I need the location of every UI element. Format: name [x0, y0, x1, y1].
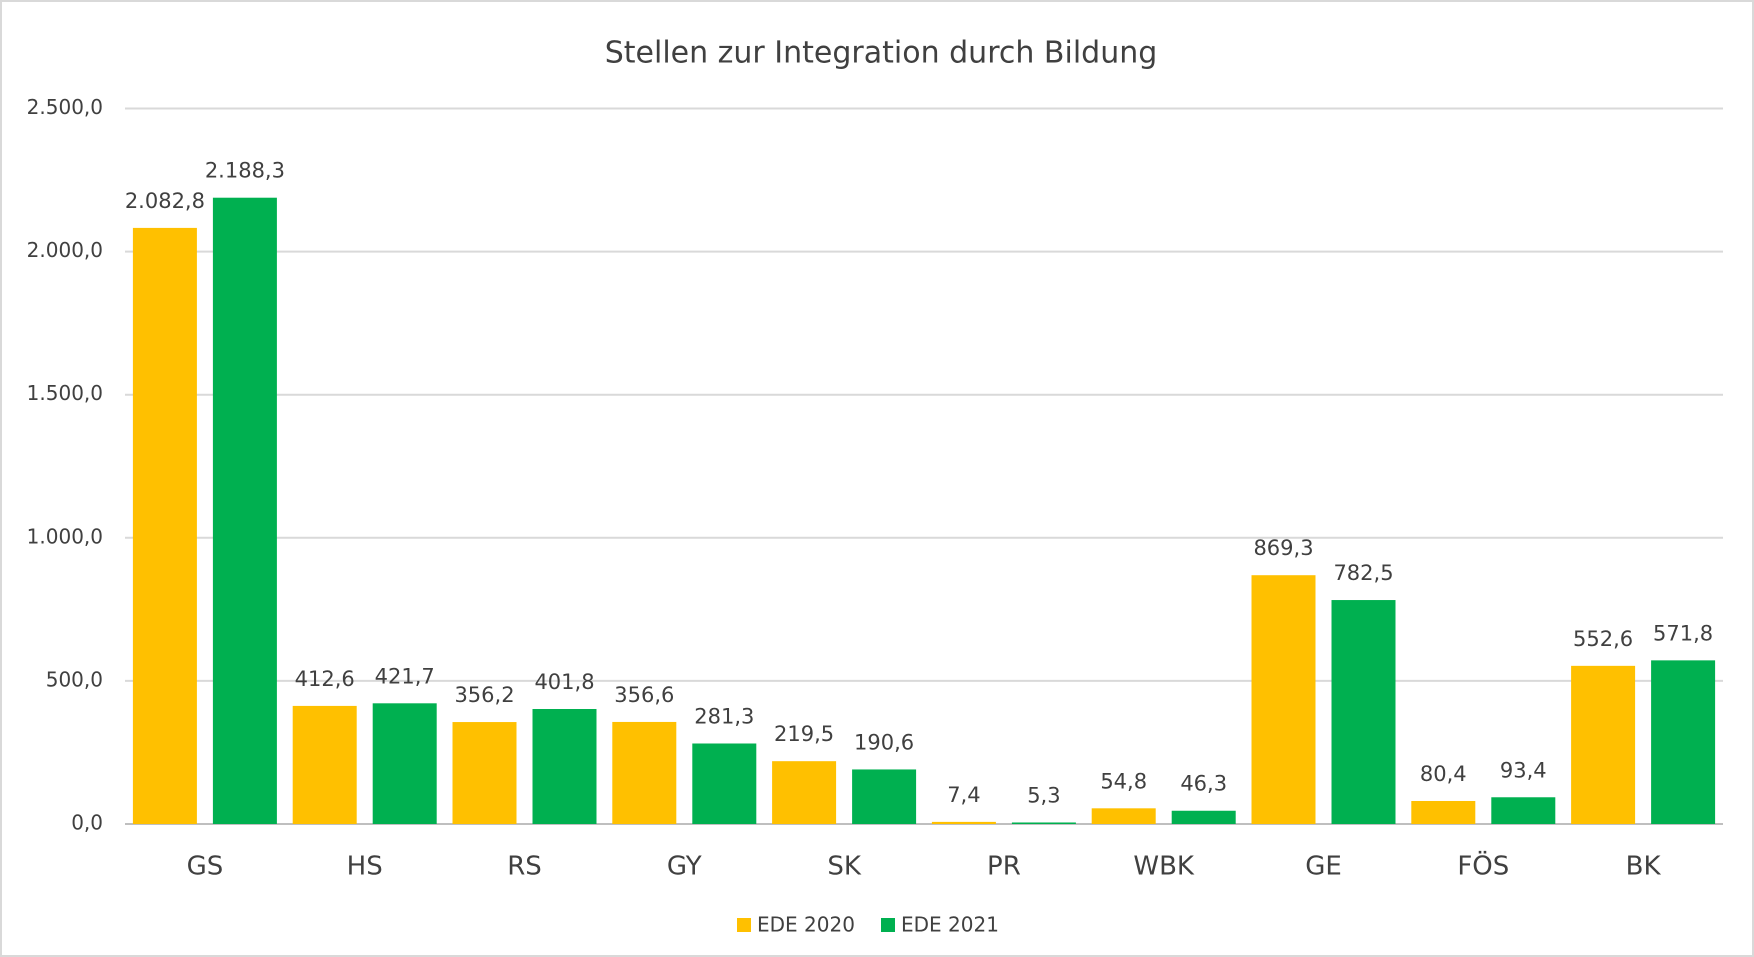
bar: [372, 703, 437, 824]
value-label: 571,8: [1653, 621, 1713, 645]
y-tick-label: 1.000,0: [27, 524, 103, 548]
bar: [692, 743, 757, 824]
y-tick-label: 0,0: [71, 811, 103, 835]
bar: [1491, 797, 1556, 824]
value-label: 782,5: [1333, 561, 1393, 585]
bar: [1251, 575, 1316, 824]
value-label: 869,3: [1253, 536, 1313, 560]
value-label: 2.082,8: [125, 189, 205, 213]
bar: [532, 709, 597, 824]
x-tick-label: BK: [1626, 852, 1662, 882]
value-label: 5,3: [1027, 783, 1060, 807]
bar: [1171, 810, 1236, 824]
value-label: 401,8: [534, 670, 594, 694]
value-label: 54,8: [1100, 769, 1147, 793]
value-label: 46,3: [1180, 772, 1227, 796]
x-tick-label: WBK: [1133, 852, 1195, 882]
bar: [1571, 665, 1636, 824]
value-label: 356,2: [454, 683, 514, 707]
bar: [212, 197, 277, 824]
y-tick-label: 2.500,0: [27, 95, 103, 119]
y-tick-label: 1.500,0: [27, 381, 103, 405]
bar: [931, 821, 996, 824]
value-label: 421,7: [375, 664, 435, 688]
value-label: 356,6: [614, 683, 674, 707]
x-tick-label: SK: [827, 852, 862, 882]
bar: [852, 769, 917, 824]
bar: [772, 761, 837, 824]
x-tick-label: RS: [507, 852, 542, 882]
legend-label: EDE 2020: [757, 913, 855, 937]
value-label: 281,3: [694, 704, 754, 728]
value-label: 552,6: [1573, 627, 1633, 651]
x-tick-label: GE: [1305, 852, 1342, 882]
bar: [292, 705, 357, 824]
chart-title: Stellen zur Integration durch Bildung: [605, 36, 1158, 71]
value-label: 219,5: [774, 722, 834, 746]
bar: [1011, 822, 1076, 824]
legend-swatch: [881, 918, 895, 932]
bar: [1651, 660, 1716, 824]
x-tick-label: PR: [987, 852, 1021, 882]
value-label: 2.188,3: [205, 159, 285, 183]
value-label: 412,6: [295, 667, 355, 691]
bar: [612, 721, 677, 824]
value-label: 93,4: [1500, 758, 1547, 782]
bar: [1411, 800, 1476, 824]
x-tick-label: FÖS: [1457, 850, 1509, 882]
value-label: 80,4: [1420, 762, 1467, 786]
x-tick-label: HS: [347, 852, 383, 882]
bar: [132, 227, 197, 824]
bar: [1091, 808, 1156, 824]
x-tick-label: GY: [667, 852, 702, 882]
value-label: 190,6: [854, 730, 914, 754]
bar: [452, 722, 517, 824]
legend-swatch: [737, 918, 751, 932]
value-label: 7,4: [947, 783, 980, 807]
bar: [1331, 600, 1396, 824]
x-tick-label: GS: [187, 852, 224, 882]
y-tick-label: 2.000,0: [27, 238, 103, 262]
y-tick-label: 500,0: [46, 667, 103, 691]
legend-label: EDE 2021: [901, 913, 999, 937]
